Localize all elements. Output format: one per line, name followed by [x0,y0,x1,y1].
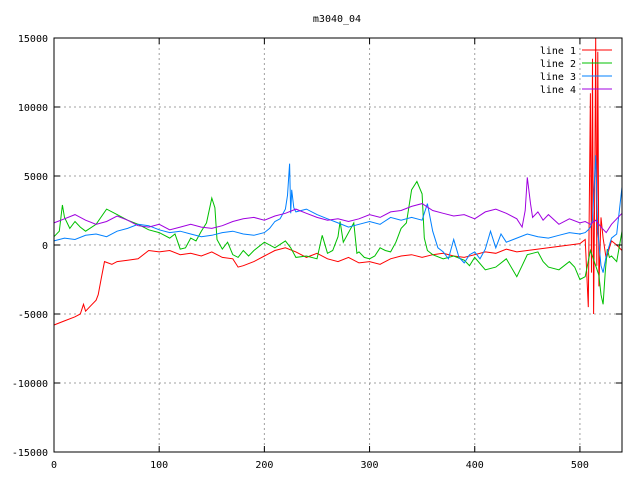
legend-label-4: line 4 [540,85,576,96]
y-tick-label: 10000 [18,103,48,114]
chart-title: m3040_04 [313,14,361,25]
legend-label-2: line 2 [540,59,576,70]
axis-ticks: 0 100 200 300 400 500 -15000 -10000 -5000 0 5000 10… [12,34,622,471]
series-lines [53,37,623,326]
series-line-3 [53,155,623,273]
grid-lines [54,38,622,452]
y-tick-label: -10000 [12,379,48,390]
series-line-1 [53,37,623,326]
y-tick-label: 5000 [24,172,48,183]
x-tick-label: 200 [255,460,273,471]
legend: line 1 line 2 line 3 line 4 [540,46,612,96]
legend-label-1: line 1 [540,46,576,57]
x-tick-label: 100 [150,460,168,471]
x-tick-label: 500 [571,460,589,471]
x-tick-label: 300 [361,460,379,471]
x-tick-label: 0 [51,460,57,471]
y-tick-label: 15000 [18,34,48,45]
series-line-4 [53,177,623,234]
x-tick-label: 400 [466,460,484,471]
y-tick-label: 0 [42,241,48,252]
series-line-2 [53,180,623,305]
y-tick-label: -5000 [18,310,48,321]
legend-label-3: line 3 [540,72,576,83]
y-tick-label: -15000 [12,448,48,459]
